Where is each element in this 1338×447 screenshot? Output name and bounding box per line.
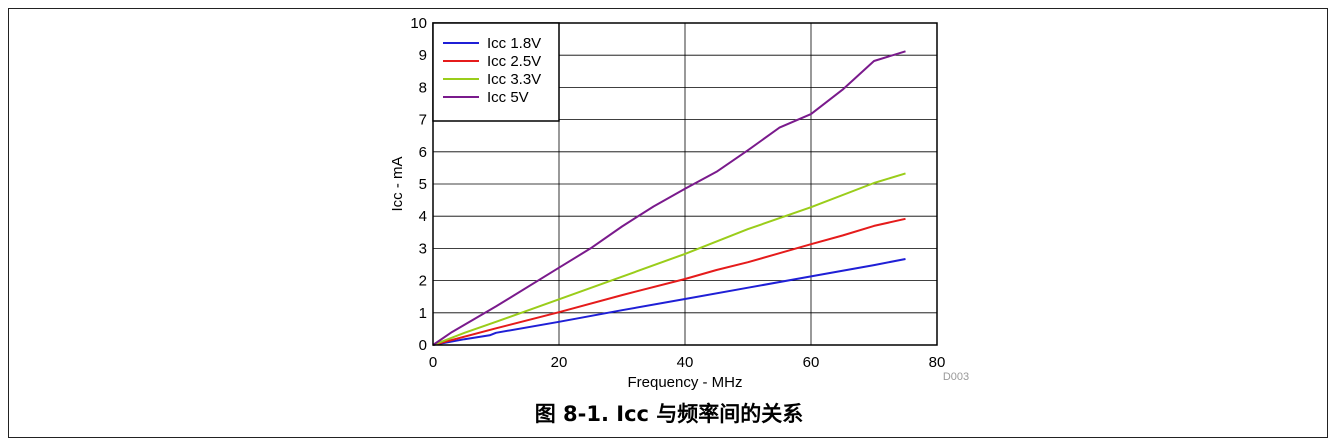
- tick-labels: 0 1 2 3 4 5 6 7 8 9 10 0 20 40 60 80: [410, 15, 945, 371]
- x-tick-label: 80: [929, 354, 946, 371]
- y-tick-label: 6: [419, 144, 427, 161]
- plot-border: [432, 22, 938, 346]
- x-axis-label: Frequency - MHz: [627, 374, 742, 391]
- y-tick-label: 2: [419, 273, 427, 290]
- legend-entry: Icc 2.5V: [487, 53, 541, 70]
- y-tick-label: 9: [419, 47, 427, 64]
- x-tick-label: 20: [551, 354, 568, 371]
- y-axis-label: Icc - mA: [389, 157, 406, 212]
- legend-entry: Icc 5V: [487, 89, 529, 106]
- legend-entry: Icc 1.8V: [487, 35, 541, 52]
- figure-caption: 图 8-1. Icc 与频率间的关系: [534, 402, 804, 426]
- series-layer: [432, 50, 906, 346]
- y-tick-label: 7: [419, 112, 427, 129]
- x-tick-label: 40: [677, 354, 694, 371]
- series-line-1: [432, 258, 906, 346]
- figure-frame: [8, 8, 1328, 438]
- y-tick-label: 4: [419, 208, 427, 225]
- y-tick-label: 8: [419, 79, 427, 96]
- y-tick-label: 0: [419, 337, 427, 354]
- y-tick-label: 1: [419, 305, 427, 322]
- legend-box: [432, 22, 560, 122]
- legend-entry: Icc 3.3V: [487, 71, 541, 88]
- series-line-2: [432, 217, 906, 346]
- figure-code: D003: [943, 371, 969, 383]
- series-line-3: [432, 172, 906, 346]
- x-tick-label: 60: [803, 354, 820, 371]
- series-line-4: [432, 50, 906, 346]
- y-tick-label: 5: [419, 176, 427, 193]
- x-tick-label: 0: [429, 354, 437, 371]
- icc-frequency-chart: 0 1 2 3 4 5 6 7 8 9 10 0 20 40 60 80 Frequency - MHz Ic…: [389, 15, 969, 391]
- y-tick-label: 10: [410, 15, 427, 32]
- y-tick-label: 3: [419, 240, 427, 257]
